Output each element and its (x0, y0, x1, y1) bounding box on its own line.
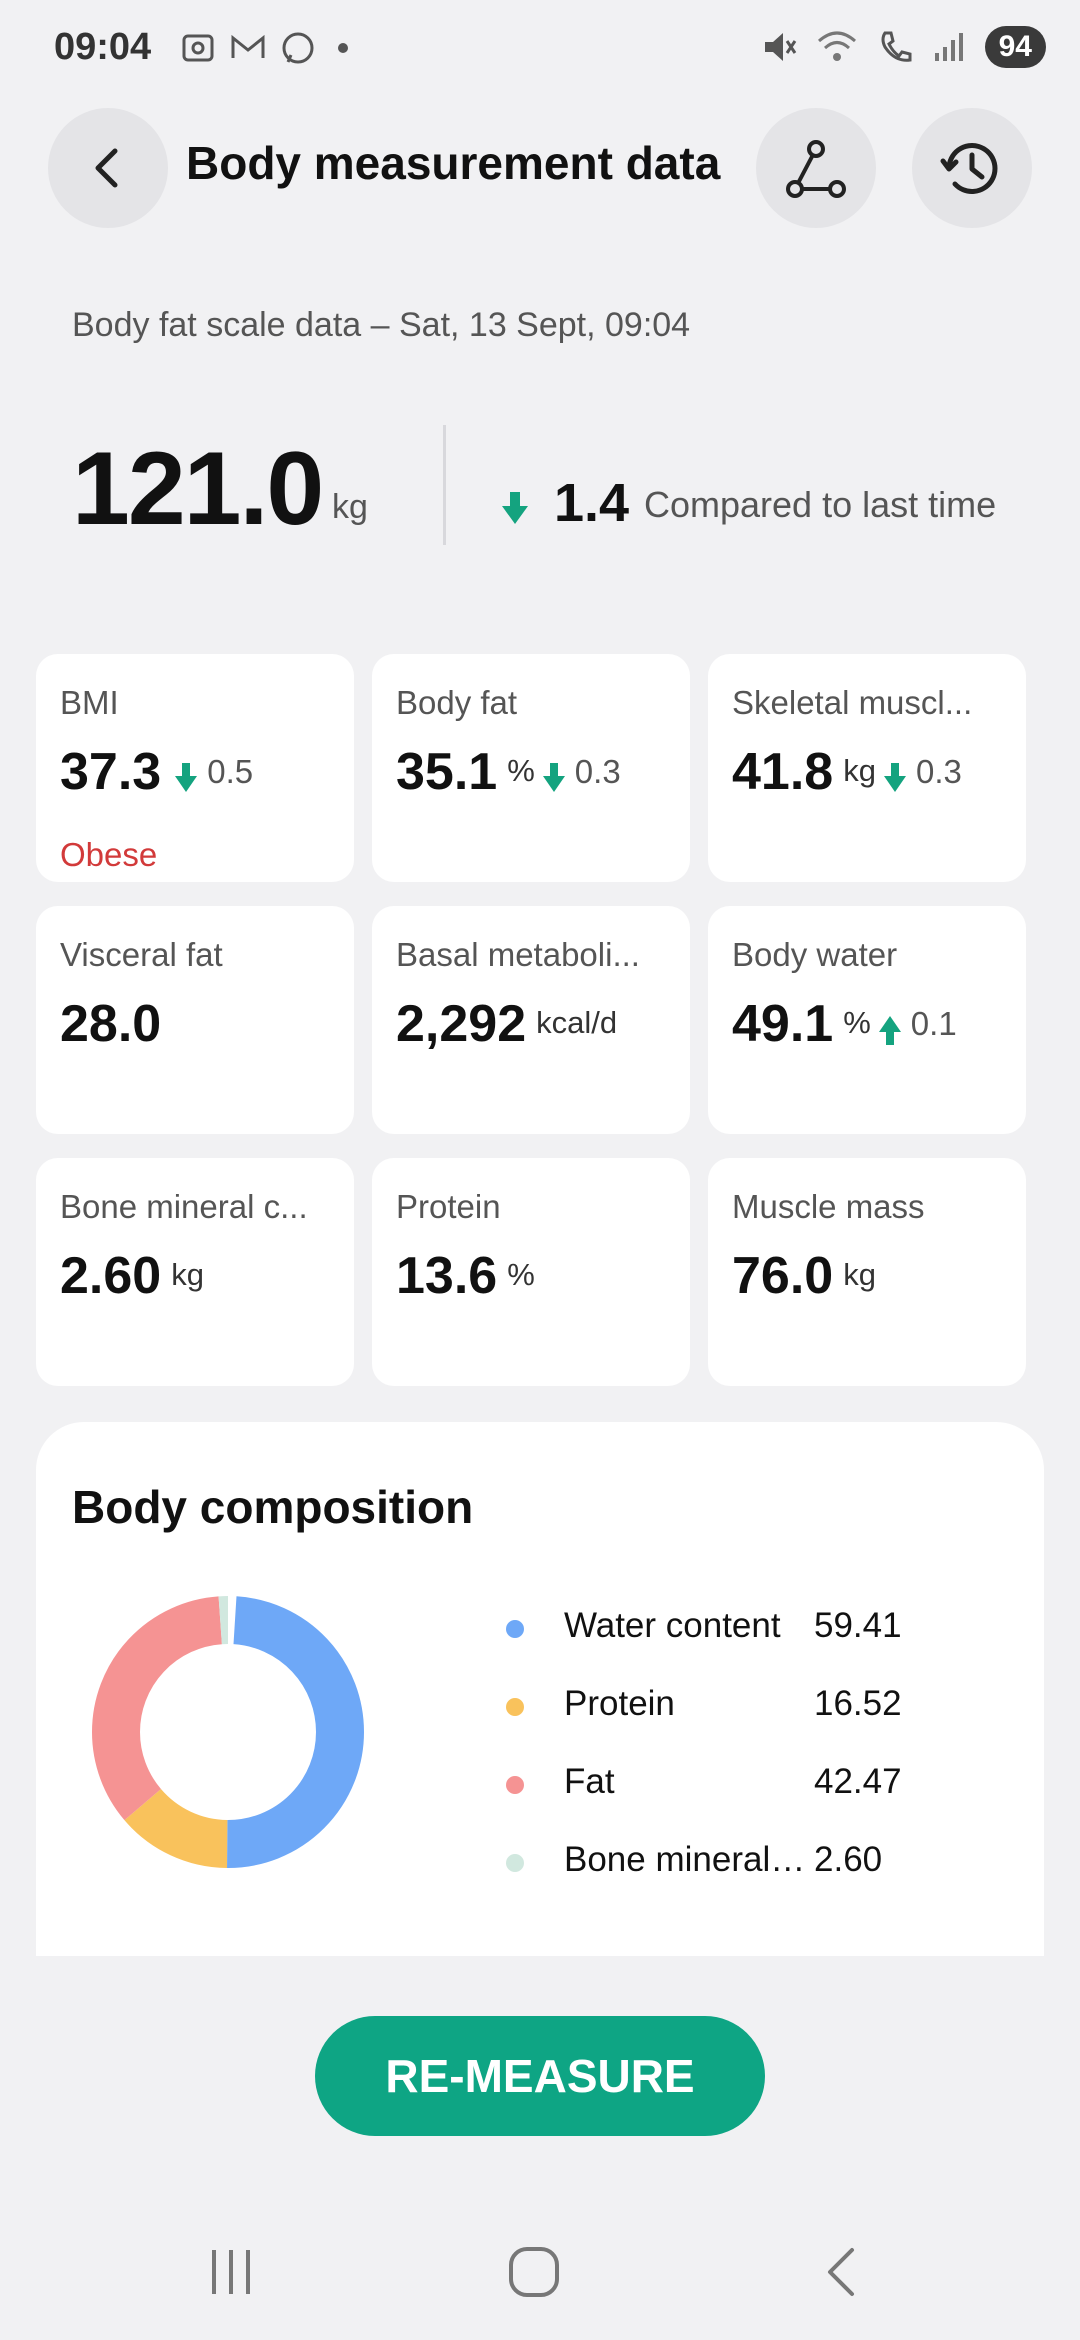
call-icon (881, 31, 912, 62)
remeasure-button[interactable]: RE-MEASURE (315, 2016, 765, 2136)
legend-color-dot (506, 1776, 524, 1794)
wifi-icon (817, 31, 856, 61)
gmail-icon (231, 34, 265, 58)
recent-apps-button[interactable] (206, 2244, 256, 2300)
section-title: Body composition (72, 1481, 474, 1533)
metric-label: Muscle mass (732, 1188, 925, 1225)
screenshot-icon (182, 34, 214, 62)
weight-change-label: Compared to last time (644, 484, 997, 525)
legend-label: Protein (564, 1684, 675, 1723)
trend-button[interactable] (756, 108, 876, 228)
metric-label: BMI (60, 684, 119, 721)
metric-value: 37.3 0.5 (60, 743, 254, 801)
arrow-down-icon (502, 492, 528, 524)
trend-icon (786, 140, 846, 198)
metric-unit: kg (843, 1257, 876, 1292)
legend-color-dot (506, 1854, 524, 1872)
metric-unit: kg (171, 1257, 204, 1292)
back-nav-button[interactable] (816, 2244, 866, 2300)
weight-change-value: 1.4 (554, 473, 630, 533)
donut-segment-fat (92, 1596, 364, 1868)
metric-unit: % (843, 1005, 871, 1040)
metric-change: 0.5 (207, 753, 254, 790)
system-nav-bar (0, 2210, 1080, 2340)
metric-change: 0.3 (915, 753, 962, 790)
metric-unit: % (507, 753, 535, 788)
composition-donut-chart (92, 1596, 364, 1868)
back-arrow-icon (95, 148, 118, 188)
legend-label: Water content (564, 1606, 781, 1645)
metric-label: Body fat (396, 684, 518, 721)
metric-unit: kg (843, 753, 876, 788)
metric-value: 49.1% 0.1 (732, 995, 957, 1053)
divider (443, 425, 446, 545)
metric-card-visceral-fat[interactable]: Visceral fat 28.0 (36, 906, 354, 1134)
notification-icons (178, 28, 358, 68)
arrow-down-icon (883, 763, 906, 792)
legend-value: 16.52 (814, 1684, 902, 1723)
metric-label: Body water (732, 936, 898, 973)
metric-value: 41.8 kg 0.3 (732, 743, 962, 801)
legend-value: 2.60 (814, 1840, 883, 1879)
donut-segment-bone-mineral-content (92, 1596, 364, 1868)
history-button[interactable] (912, 108, 1032, 228)
metric-card-body-fat[interactable]: Body fat 35.1% 0.3 (372, 654, 690, 882)
more-dot-icon (338, 43, 348, 53)
bmi-status: Obese (60, 836, 158, 873)
weight-value: 121.0 (72, 431, 324, 547)
history-icon (940, 143, 998, 194)
metric-card-muscle-mass[interactable]: Muscle mass 76.0 kg (708, 1158, 1026, 1386)
metric-label: Bone mineral c... (60, 1188, 308, 1225)
metric-unit: kcal/d (536, 1005, 618, 1040)
home-button[interactable] (506, 2244, 562, 2300)
metric-label: Visceral fat (60, 936, 223, 973)
battery-indicator: 94 (984, 26, 1046, 68)
legend-color-dot (506, 1698, 524, 1716)
metric-value: 2,292 kcal/d (396, 995, 618, 1053)
legend-value: 42.47 (814, 1762, 902, 1801)
donut-segment-water-content (92, 1596, 364, 1868)
metric-change: 0.1 (910, 1005, 957, 1042)
status-time: 09:04 (54, 26, 152, 68)
weight-unit: kg (332, 488, 368, 526)
whatsapp-icon (282, 32, 314, 64)
metric-change: 0.3 (574, 753, 621, 790)
metric-card-basal-metabolism[interactable]: Basal metaboli... 2,292 kcal/d (372, 906, 690, 1134)
arrow-down-icon (542, 763, 565, 792)
body-composition-panel[interactable]: Body composition Water content 59.41 Pro… (36, 1422, 1044, 1956)
legend-color-dot (506, 1620, 524, 1638)
metric-value: 35.1% 0.3 (396, 743, 621, 801)
mute-icon (764, 33, 796, 61)
metric-card-bone-mineral[interactable]: Bone mineral c... 2.60 kg (36, 1158, 354, 1386)
system-icons: 94 (761, 26, 1046, 68)
metric-label: Protein (396, 1188, 501, 1225)
legend-label: Fat (564, 1762, 615, 1801)
metric-card-protein[interactable]: Protein 13.6% (372, 1158, 690, 1386)
metric-label: Skeletal muscl... (732, 684, 973, 721)
measurement-source-date: Body fat scale data – Sat, 13 Sept, 09:0… (72, 306, 691, 344)
status-bar: 09:04 94 (0, 0, 1080, 100)
legend-label: Bone mineral content (564, 1840, 808, 1879)
arrow-down-icon (175, 763, 198, 792)
metric-card-bmi[interactable]: BMI 37.3 0.5 Obese (36, 654, 354, 882)
back-button[interactable] (48, 108, 168, 228)
metric-value: 76.0 kg (732, 1247, 876, 1305)
metric-unit: % (507, 1257, 535, 1292)
metric-card-body-water[interactable]: Body water 49.1% 0.1 (708, 906, 1026, 1134)
metric-value: 28.0 (60, 995, 162, 1053)
metric-value: 13.6% (396, 1247, 535, 1305)
signal-icon (934, 33, 963, 61)
arrow-up-icon (878, 1016, 901, 1045)
legend-value: 59.41 (814, 1606, 902, 1645)
page-title: Body measurement data (186, 137, 721, 189)
metric-card-skeletal-muscle[interactable]: Skeletal muscl... 41.8 kg 0.3 (708, 654, 1026, 882)
metric-label: Basal metaboli... (396, 936, 640, 973)
metric-value: 2.60 kg (60, 1247, 204, 1305)
